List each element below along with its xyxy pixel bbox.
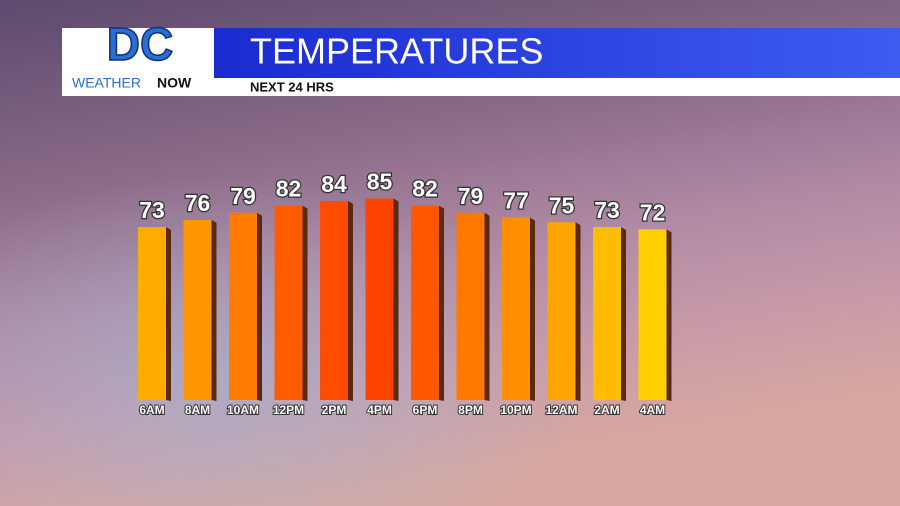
bar xyxy=(502,217,530,400)
subtitle-bar xyxy=(214,78,900,96)
x-tick-label: 10AM xyxy=(227,403,259,417)
bar xyxy=(274,205,303,400)
bar xyxy=(593,226,621,400)
chart-title: TEMPERATURES xyxy=(250,31,543,72)
x-tick-label: 6AM xyxy=(139,403,164,417)
value-label: 79 xyxy=(458,183,484,209)
bar-side xyxy=(666,229,672,401)
value-label: 79 xyxy=(230,183,256,209)
x-tick-label: 4AM xyxy=(640,403,665,417)
logo-line2: NOW xyxy=(157,75,192,91)
bar-side xyxy=(575,222,581,401)
bar xyxy=(229,212,257,400)
x-tick-label: 12AM xyxy=(545,403,577,417)
title-bar xyxy=(214,28,900,78)
value-label: 75 xyxy=(549,192,575,218)
value-label: 82 xyxy=(412,176,438,202)
x-tick-label: 10PM xyxy=(500,403,531,417)
bar-side xyxy=(211,219,217,401)
x-tick-label: 2AM xyxy=(594,403,619,417)
logo-line1: WEATHER xyxy=(72,75,141,91)
value-label: 84 xyxy=(321,171,347,197)
bar-side xyxy=(302,205,308,401)
bar xyxy=(138,226,166,400)
value-label: 76 xyxy=(185,190,211,216)
x-tick-label: 12PM xyxy=(273,403,304,417)
bar-side xyxy=(166,226,171,401)
bar xyxy=(638,229,667,400)
value-label: 82 xyxy=(276,176,302,202)
bar-side xyxy=(484,212,490,401)
chart-subtitle: NEXT 24 HRS xyxy=(250,79,334,94)
x-tick-label: 8AM xyxy=(185,403,210,417)
bar-side xyxy=(257,212,262,401)
x-tick-label: 2PM xyxy=(322,403,347,417)
bar xyxy=(411,205,439,400)
bar-side xyxy=(439,205,444,401)
bar-side xyxy=(393,198,399,401)
x-tick-label: 6PM xyxy=(413,403,438,417)
value-label: 85 xyxy=(367,169,393,195)
bar-side xyxy=(348,200,353,401)
x-tick-label: 8PM xyxy=(458,403,483,417)
value-label: 73 xyxy=(139,197,165,223)
bar xyxy=(365,198,394,400)
value-label: 72 xyxy=(640,199,666,225)
value-label: 73 xyxy=(594,197,620,223)
bar-side xyxy=(530,217,535,401)
bar xyxy=(547,222,576,400)
bar xyxy=(320,200,348,400)
bar xyxy=(456,212,485,400)
logo-box xyxy=(62,28,214,96)
bar-side xyxy=(621,226,626,401)
bar xyxy=(183,219,212,400)
x-tick-label: 4PM xyxy=(367,403,392,417)
logo-letters: DC xyxy=(107,18,173,70)
value-label: 77 xyxy=(503,188,529,214)
